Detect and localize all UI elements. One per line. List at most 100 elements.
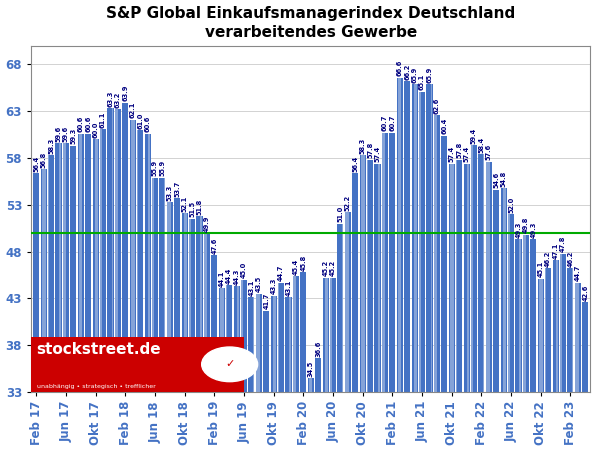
Text: ✓: ✓: [225, 359, 234, 369]
Bar: [31, 336, 244, 392]
Text: 56.4: 56.4: [33, 155, 39, 171]
Text: 45.4: 45.4: [293, 258, 299, 275]
Text: 61.0: 61.0: [137, 112, 143, 129]
Bar: [560, 253, 566, 451]
Bar: [256, 294, 262, 451]
Bar: [278, 282, 284, 451]
Bar: [152, 178, 158, 451]
Text: 59.6: 59.6: [55, 125, 61, 142]
Text: 47.1: 47.1: [552, 242, 558, 259]
Bar: [530, 239, 536, 451]
Bar: [271, 295, 277, 451]
Text: 58.3: 58.3: [48, 138, 54, 154]
Bar: [367, 160, 373, 451]
Text: 45.2: 45.2: [330, 260, 336, 276]
Bar: [100, 129, 106, 451]
Bar: [552, 260, 558, 451]
Text: 55.9: 55.9: [152, 160, 158, 176]
Text: 46.2: 46.2: [567, 251, 573, 267]
Bar: [92, 139, 99, 451]
Text: 57.6: 57.6: [486, 144, 492, 161]
Text: 53.7: 53.7: [174, 180, 180, 197]
Text: 41.7: 41.7: [263, 293, 269, 309]
Bar: [567, 268, 573, 451]
Bar: [575, 282, 581, 451]
Text: 36.6: 36.6: [315, 341, 321, 357]
Text: unabhängig • strategisch • trefflicher: unabhängig • strategisch • trefflicher: [37, 384, 156, 389]
Bar: [345, 212, 351, 451]
Text: 60.0: 60.0: [92, 121, 98, 138]
Bar: [70, 146, 76, 451]
Text: 52.2: 52.2: [345, 195, 351, 211]
Bar: [249, 298, 254, 451]
Text: 45.2: 45.2: [322, 260, 328, 276]
Text: 43.3: 43.3: [271, 278, 277, 294]
Bar: [315, 359, 321, 451]
Text: 51.8: 51.8: [197, 198, 203, 215]
Text: 65.1: 65.1: [419, 74, 425, 90]
Text: 45.0: 45.0: [241, 262, 247, 278]
Bar: [77, 133, 84, 451]
Text: 56.4: 56.4: [352, 155, 358, 171]
Text: 46.2: 46.2: [545, 251, 551, 267]
Bar: [382, 133, 388, 451]
Bar: [174, 198, 180, 451]
Bar: [48, 155, 54, 451]
Text: 49.3: 49.3: [530, 222, 536, 238]
Text: 57.8: 57.8: [456, 142, 462, 158]
Bar: [63, 143, 69, 451]
Bar: [115, 109, 121, 451]
Text: 52.1: 52.1: [182, 196, 188, 212]
Text: 59.6: 59.6: [63, 125, 69, 142]
Bar: [130, 120, 136, 451]
Bar: [508, 214, 514, 451]
Bar: [144, 133, 151, 451]
Bar: [456, 160, 462, 451]
Text: 59.4: 59.4: [471, 127, 477, 143]
Text: 63.3: 63.3: [107, 91, 113, 107]
Bar: [471, 145, 477, 451]
Bar: [189, 219, 195, 451]
Text: 65.9: 65.9: [412, 66, 418, 83]
Bar: [434, 115, 440, 451]
Bar: [389, 133, 395, 451]
Text: 49.8: 49.8: [523, 217, 529, 233]
Bar: [419, 92, 425, 451]
Text: 66.2: 66.2: [404, 64, 410, 80]
Bar: [263, 311, 269, 451]
Text: 65.9: 65.9: [427, 66, 433, 83]
Bar: [516, 239, 522, 451]
Text: 63.9: 63.9: [122, 85, 128, 101]
Text: 44.3: 44.3: [234, 268, 240, 285]
Text: 47.8: 47.8: [560, 236, 566, 252]
Bar: [211, 255, 218, 451]
Title: S&P Global Einkaufsmanagerindex Deutschland
verarbeitendes Gewerbe: S&P Global Einkaufsmanagerindex Deutschl…: [106, 5, 516, 40]
Bar: [41, 169, 46, 451]
Text: 62.1: 62.1: [130, 102, 136, 118]
Bar: [107, 108, 113, 451]
Text: 45.1: 45.1: [538, 261, 544, 277]
Text: 58.3: 58.3: [360, 138, 366, 154]
Bar: [352, 173, 358, 451]
Text: 43.5: 43.5: [256, 276, 262, 292]
Bar: [501, 188, 507, 451]
Bar: [300, 272, 306, 451]
Text: 34.5: 34.5: [308, 360, 313, 377]
Text: 60.6: 60.6: [145, 116, 151, 132]
Circle shape: [201, 347, 257, 382]
Bar: [33, 173, 39, 451]
Bar: [412, 84, 418, 451]
Bar: [322, 278, 328, 451]
Text: 44.7: 44.7: [278, 265, 284, 281]
Text: 54.6: 54.6: [493, 172, 499, 189]
Bar: [545, 268, 551, 451]
Text: 47.6: 47.6: [212, 238, 218, 254]
Bar: [182, 213, 188, 451]
Bar: [441, 136, 448, 451]
Bar: [486, 162, 492, 451]
Text: 60.6: 60.6: [85, 116, 91, 132]
Text: 58.4: 58.4: [479, 137, 485, 153]
Text: 43.1: 43.1: [249, 280, 254, 296]
Text: 55.9: 55.9: [159, 160, 166, 176]
Bar: [359, 155, 366, 451]
